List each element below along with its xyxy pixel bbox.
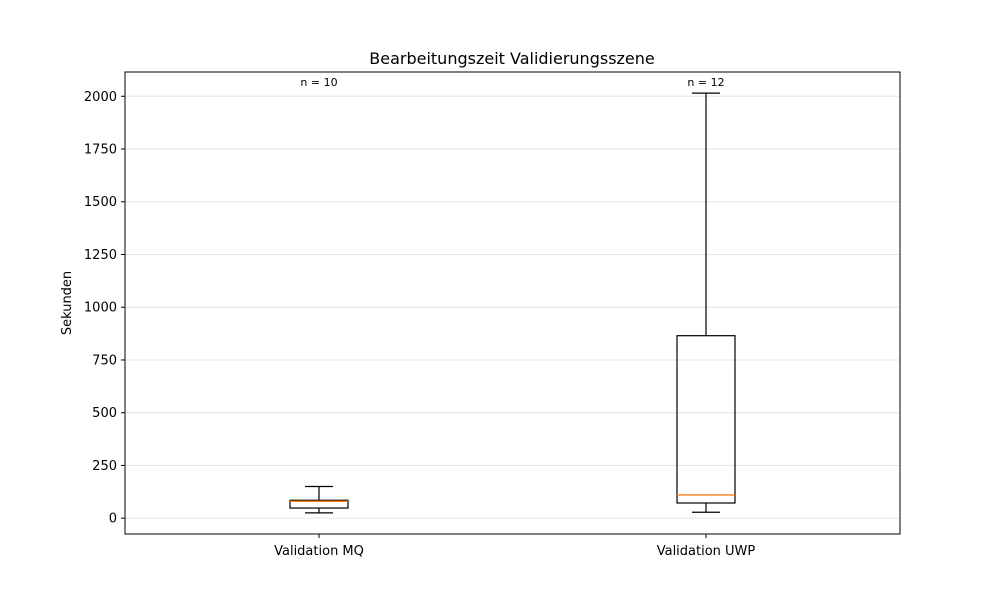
y-tick-label: 0 (109, 512, 117, 527)
y-tick-label: 1750 (84, 143, 117, 158)
y-axis-ticks: 0 250 500 750 1000 1250 1500 1750 2000 (84, 90, 125, 527)
x-axis-ticks: Validation MQ Validation UWP (274, 534, 755, 559)
y-tick-label: 1000 (84, 301, 117, 316)
y-tick-label: 2000 (84, 90, 117, 105)
boxes-group: n = 10 n = 12 (289, 76, 736, 514)
y-tick-label: 250 (92, 459, 117, 474)
plot-area-frame (124, 71, 901, 535)
sample-size-label: n = 10 (300, 76, 337, 89)
y-tick-label: 1250 (84, 248, 117, 263)
x-tick-label: Validation UWP (657, 544, 756, 559)
grid-lines (125, 95, 900, 519)
y-tick-label: 500 (92, 406, 117, 421)
y-tick-label: 1500 (84, 195, 117, 210)
y-tick-label: 750 (92, 353, 117, 368)
box-iqr (676, 335, 736, 504)
y-axis-label: Sekunden (60, 271, 75, 335)
sample-size-label: n = 12 (687, 76, 724, 89)
box-iqr (289, 499, 349, 509)
x-tick-label: Validation MQ (274, 544, 364, 559)
chart-title: Bearbeitungszeit Validierungsszene (369, 49, 655, 68)
box-validation-uwp: n = 12 (676, 76, 736, 513)
box-validation-mq: n = 10 (289, 76, 349, 514)
